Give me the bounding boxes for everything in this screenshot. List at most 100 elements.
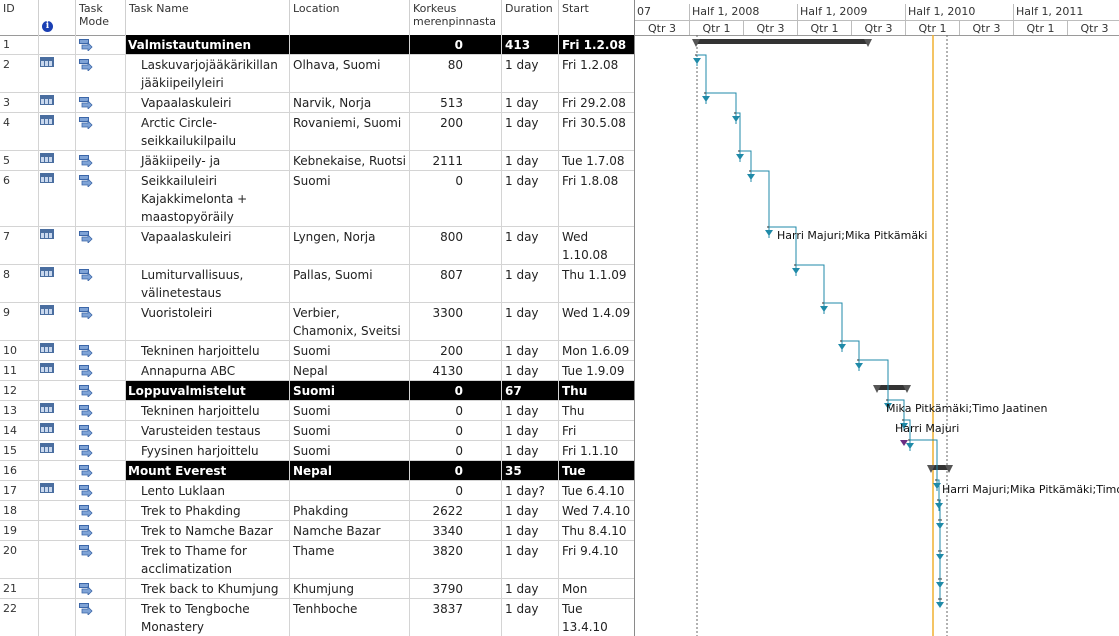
calendar-icon[interactable] (40, 153, 54, 163)
task-altitude[interactable]: 3790 (410, 579, 502, 598)
task-duration[interactable]: 1 day (502, 227, 559, 264)
column-header-id[interactable]: ID (0, 0, 39, 35)
task-row[interactable]: 17 Lento Luklaan 0 1 day? Tue 6.4.10 (0, 481, 634, 501)
task-mode-cell[interactable] (76, 55, 126, 92)
task-altitude[interactable]: 0 (410, 461, 502, 480)
task-duration[interactable]: 1 day (502, 265, 559, 302)
task-start[interactable]: Fri 1.1.10 (559, 441, 634, 460)
task-name[interactable]: Tekninen harjoittelu (126, 401, 290, 420)
column-header-start[interactable]: Start (559, 0, 634, 35)
task-duration[interactable]: 1 day (502, 361, 559, 380)
task-name[interactable]: Valmistautuminen (126, 35, 290, 54)
task-name[interactable]: Fyysinen harjoittelu (126, 441, 290, 460)
calendar-icon[interactable] (40, 173, 54, 183)
task-name[interactable]: Trek to Thame for acclimatization (126, 541, 290, 578)
task-location[interactable]: Phakding (290, 501, 410, 520)
task-location[interactable]: Verbier, Chamonix, Sveitsi (290, 303, 410, 340)
task-name[interactable]: Trek to Phakding (126, 501, 290, 520)
task-name[interactable]: Lumiturvallisuus, välinetestaus (126, 265, 290, 302)
task-location[interactable]: Khumjung (290, 579, 410, 598)
task-duration[interactable]: 1 day (502, 171, 559, 226)
task-location[interactable]: Nepal (290, 361, 410, 380)
task-duration[interactable]: 1 day (502, 303, 559, 340)
column-header-location[interactable]: Location (290, 0, 410, 35)
task-location[interactable]: Nepal (290, 461, 410, 480)
task-row[interactable]: 9 Vuoristoleiri Verbier, Chamonix, Sveitsi… (0, 303, 634, 341)
task-name[interactable]: Trek back to Khumjung (126, 579, 290, 598)
task-row[interactable]: 10 Tekninen harjoittelu Suomi 200 1 day Mon 1… (0, 341, 634, 361)
task-name[interactable]: Trek to Tengboche Monastery (126, 599, 290, 636)
task-name[interactable]: Mount Everest (126, 461, 290, 480)
task-mode-cell[interactable] (76, 113, 126, 150)
calendar-icon[interactable] (40, 423, 54, 433)
task-mode-cell[interactable] (76, 93, 126, 112)
task-altitude[interactable]: 200 (410, 113, 502, 150)
task-row[interactable]: 2 Laskuvarjojääkärikillan jääkiipeilyleir… (0, 55, 634, 93)
task-start[interactable]: Fri 1.2.08 (559, 55, 634, 92)
task-altitude[interactable]: 3340 (410, 521, 502, 540)
task-location[interactable]: Lyngen, Norja (290, 227, 410, 264)
task-start[interactable]: Tue 13.4.10 (559, 599, 634, 636)
task-mode-cell[interactable] (76, 441, 126, 460)
task-duration[interactable]: 1 day (502, 151, 559, 170)
task-altitude[interactable]: 0 (410, 401, 502, 420)
task-start[interactable]: Tue 6.4.10 (559, 461, 634, 480)
calendar-icon[interactable] (40, 343, 54, 353)
task-start[interactable]: Fri 1.2.08 (559, 35, 634, 54)
task-start[interactable]: Fri 1.8.08 (559, 171, 634, 226)
task-row[interactable]: 18 Trek to Phakding Phakding 2622 1 day Wed 7… (0, 501, 634, 521)
task-row[interactable]: 21 Trek back to Khumjung Khumjung 3790 1 day… (0, 579, 634, 599)
calendar-icon[interactable] (40, 403, 54, 413)
column-header-task-mode[interactable]: Task Mode (76, 0, 126, 35)
task-location[interactable]: Suomi (290, 441, 410, 460)
task-duration[interactable]: 1 day? (502, 481, 559, 500)
task-name[interactable]: Laskuvarjojääkärikillan jääkiipeilyleiri (126, 55, 290, 92)
task-mode-cell[interactable] (76, 521, 126, 540)
task-start[interactable]: Tue 1.7.08 (559, 151, 634, 170)
task-duration[interactable]: 1 day (502, 421, 559, 440)
task-duration[interactable]: 1 day (502, 541, 559, 578)
task-altitude[interactable]: 0 (410, 481, 502, 500)
task-mode-cell[interactable] (76, 151, 126, 170)
task-mode-cell[interactable] (76, 341, 126, 360)
task-mode-cell[interactable] (76, 265, 126, 302)
task-row[interactable]: 15 Fyysinen harjoittelu Suomi 0 1 day Fri 1.1… (0, 441, 634, 461)
task-mode-cell[interactable] (76, 579, 126, 598)
task-start[interactable]: Fri 30.10.09 (559, 421, 634, 440)
task-start[interactable]: Tue 1.9.09 (559, 361, 634, 380)
task-row[interactable]: 20 Trek to Thame for acclimatization Thame… (0, 541, 634, 579)
calendar-icon[interactable] (40, 267, 54, 277)
calendar-icon[interactable] (40, 229, 54, 239)
task-row[interactable]: 8 Lumiturvallisuus, välinetestaus Pallas, … (0, 265, 634, 303)
task-altitude[interactable]: 0 (410, 171, 502, 226)
task-start[interactable]: Fri 29.2.08 (559, 93, 634, 112)
task-name[interactable]: Vapaalaskuleiri (126, 227, 290, 264)
task-location[interactable]: Kebnekaise, Ruotsi (290, 151, 410, 170)
task-altitude[interactable]: 3820 (410, 541, 502, 578)
task-start[interactable]: Mon 1.6.09 (559, 341, 634, 360)
task-mode-cell[interactable] (76, 401, 126, 420)
task-mode-cell[interactable] (76, 35, 126, 54)
task-location[interactable]: Suomi (290, 421, 410, 440)
task-row[interactable]: 3 Vapaalaskuleiri Narvik, Norja 513 1 day Fri… (0, 93, 634, 113)
task-duration[interactable]: 35 days? (502, 461, 559, 480)
task-start[interactable]: Thu 1.1.09 (559, 265, 634, 302)
task-altitude[interactable]: 4130 (410, 361, 502, 380)
task-duration[interactable]: 413 days (502, 35, 559, 54)
calendar-icon[interactable] (40, 443, 54, 453)
task-name[interactable]: Vuoristoleiri (126, 303, 290, 340)
task-altitude[interactable]: 513 (410, 93, 502, 112)
task-location[interactable]: Narvik, Norja (290, 93, 410, 112)
task-duration[interactable]: 1 day (502, 93, 559, 112)
column-header-duration[interactable]: Duration (502, 0, 559, 35)
task-name[interactable]: Trek to Namche Bazar (126, 521, 290, 540)
task-start[interactable]: Fri 30.5.08 (559, 113, 634, 150)
task-start[interactable]: Thu 8.4.10 (559, 521, 634, 540)
task-row[interactable]: 7 Vapaalaskuleiri Lyngen, Norja 800 1 day Wed… (0, 227, 634, 265)
column-header-altitude[interactable]: Korkeus merenpinnasta (410, 0, 502, 35)
task-mode-cell[interactable] (76, 421, 126, 440)
task-name[interactable]: Seikkailuleiri Kajakkimelonta + maastopy… (126, 171, 290, 226)
